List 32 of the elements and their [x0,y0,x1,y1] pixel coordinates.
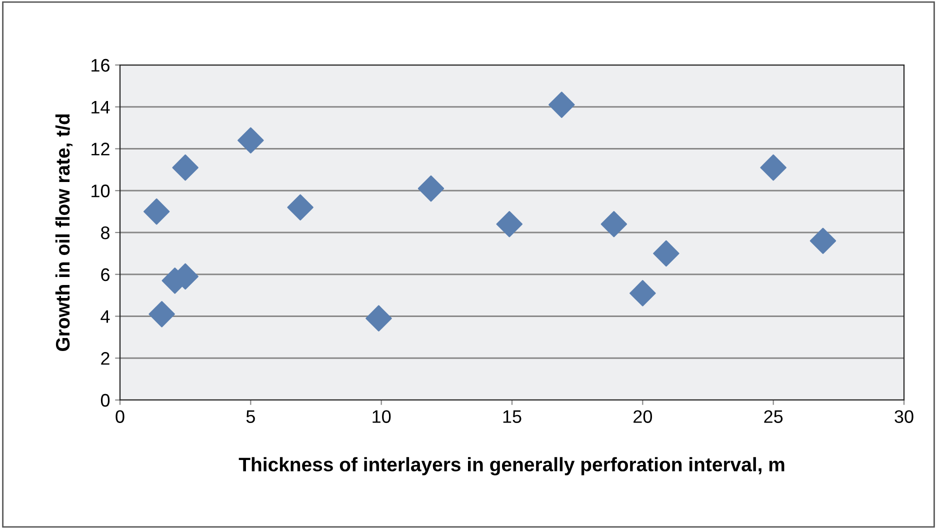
x-tick-label: 30 [894,410,914,423]
point [496,211,523,238]
point [172,154,198,181]
point [810,228,836,254]
y-tick-label: 16 [92,58,110,72]
y-tick-label: 0 [100,394,110,407]
x-axis-title: Thickness of interlayers in generally perforation interval, m [238,457,784,476]
x-tick-label: 10 [372,410,391,423]
y-tick-label: 2 [101,352,110,365]
point [287,194,314,220]
y-axis-title: Growth in oil flow rate, t/d [55,114,73,352]
y-tick-label: 4 [100,310,110,323]
point [600,211,628,238]
point [548,92,575,118]
x-tick-label: 0 [116,410,124,423]
x-tick-label: 25 [764,410,783,423]
point [366,305,392,332]
point [143,198,170,225]
x-tick-label: 15 [503,410,522,423]
y-tick-label: 8 [101,226,110,240]
point [148,301,175,328]
y-tick-label: 10 [92,184,110,198]
y-tick-label: 6 [101,268,110,282]
y-tick-label: 12 [92,142,110,156]
point [653,240,680,267]
y-tick-label: 14 [92,100,110,114]
point [238,127,264,154]
point [418,175,444,202]
x-tick-label: 20 [634,410,652,423]
point [760,154,786,181]
point [630,280,656,306]
x-tick-label: 5 [246,410,255,423]
